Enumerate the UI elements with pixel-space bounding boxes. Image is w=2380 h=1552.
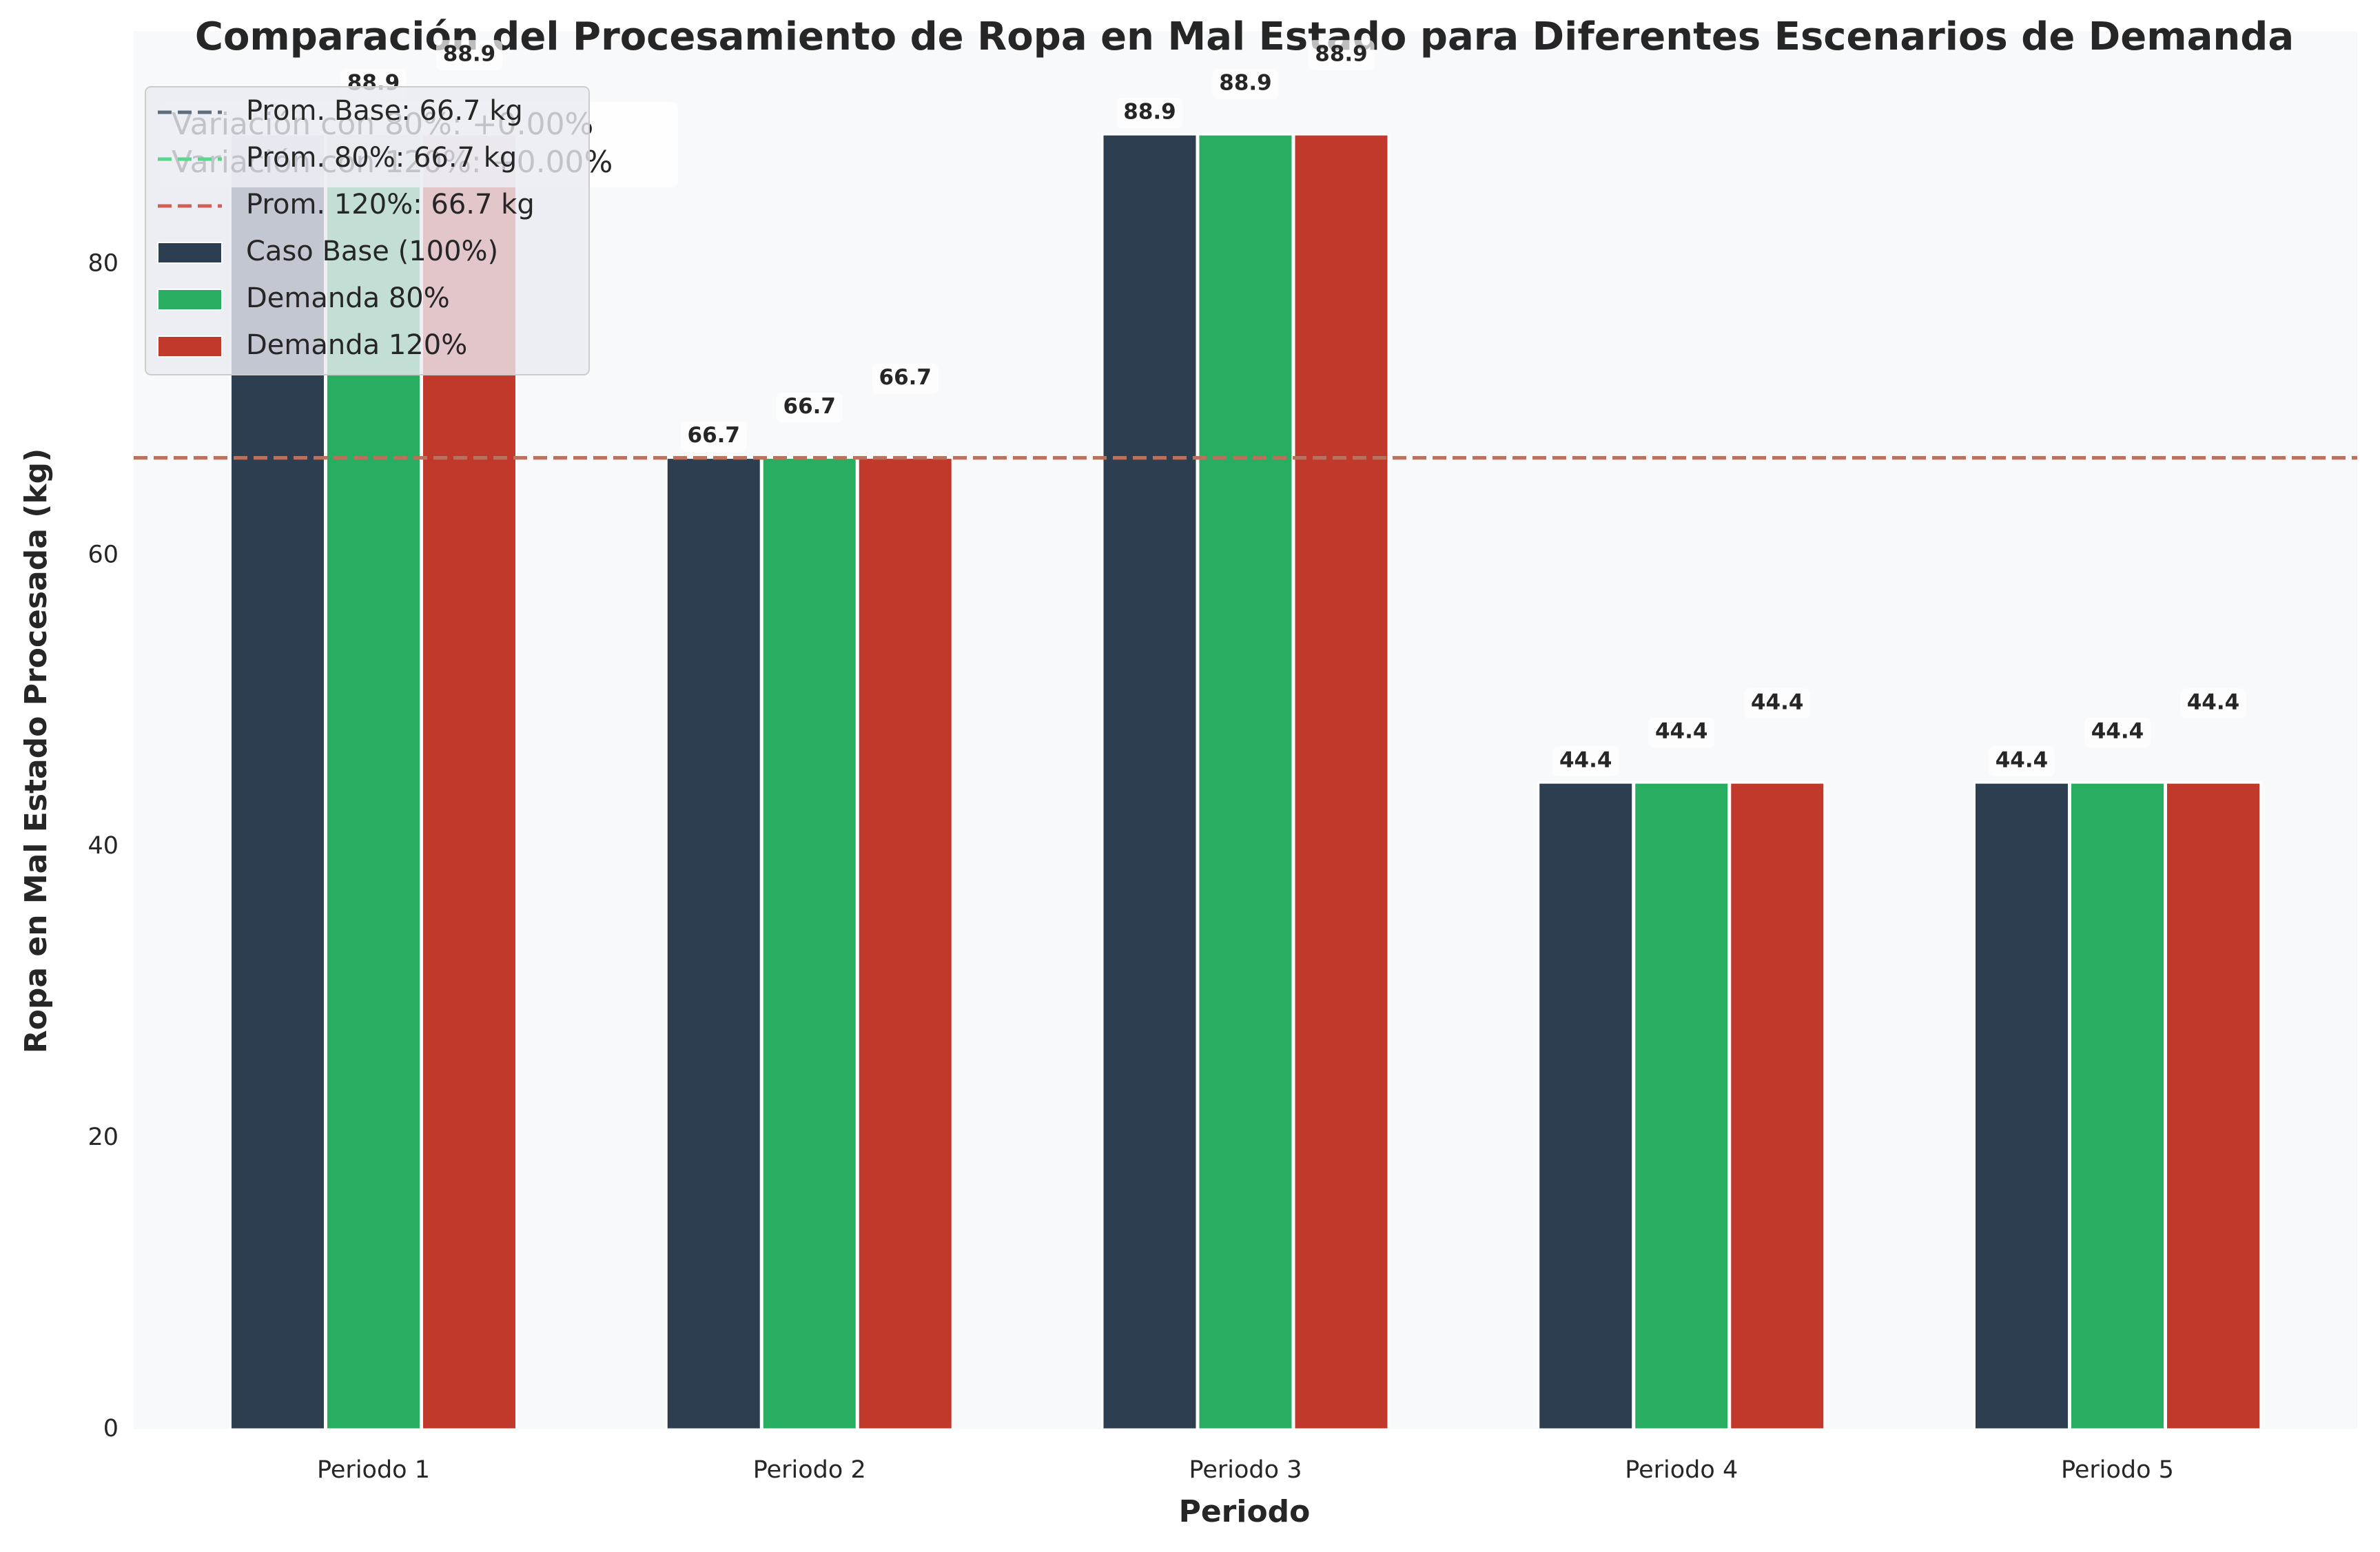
value-label: 66.7 xyxy=(783,394,837,419)
y-tick-label: 60 xyxy=(88,541,119,568)
value-label-box xyxy=(2179,688,2246,719)
legend-label: Prom. Base: 66.7 kg xyxy=(246,95,523,127)
value-label: 88.9 xyxy=(443,42,496,67)
value-label-box xyxy=(1988,746,2055,777)
x-tick-label: Periodo 2 xyxy=(753,1456,866,1484)
legend-swatch xyxy=(157,289,223,311)
legend-box xyxy=(145,86,590,375)
bar xyxy=(1197,133,1294,1431)
value-label-box xyxy=(1308,40,1375,71)
value-label-box xyxy=(680,421,747,452)
bar xyxy=(856,457,954,1431)
y-tick-label: 20 xyxy=(88,1124,119,1151)
value-label: 88.9 xyxy=(1219,71,1272,96)
bar xyxy=(761,457,858,1431)
value-label-box xyxy=(2084,717,2151,748)
value-label: 66.7 xyxy=(879,365,932,390)
value-label: 44.4 xyxy=(1996,748,2049,773)
value-label: 44.4 xyxy=(1655,719,1708,744)
value-label-box xyxy=(1648,717,1715,748)
value-label: 44.4 xyxy=(1751,690,1804,715)
legend-swatch xyxy=(157,242,223,264)
value-label-box xyxy=(1744,688,1811,719)
x-tick-label: Periodo 4 xyxy=(1625,1456,1738,1484)
bar xyxy=(1537,781,1634,1431)
value-label: 44.4 xyxy=(2091,719,2144,744)
bar xyxy=(1729,781,1826,1431)
legend-swatch xyxy=(157,335,223,358)
bar xyxy=(2069,781,2166,1431)
bar xyxy=(1293,133,1390,1431)
bar xyxy=(1633,781,1730,1431)
value-label-box xyxy=(436,40,503,71)
value-label-box xyxy=(872,363,938,394)
legend-label: Prom. 120%: 66.7 kg xyxy=(246,189,535,220)
x-axis-label: Periodo xyxy=(1179,1494,1311,1529)
bar xyxy=(665,457,762,1431)
x-tick-label: Periodo 5 xyxy=(2061,1456,2174,1484)
y-tick-label: 80 xyxy=(88,249,119,277)
bar xyxy=(2164,781,2261,1431)
bar xyxy=(1101,133,1198,1431)
y-tick-label: 0 xyxy=(103,1415,119,1442)
value-label: 88.9 xyxy=(1315,42,1368,67)
legend-label: Demanda 80% xyxy=(246,282,450,314)
value-label: 44.4 xyxy=(1559,748,1612,773)
value-label: 44.4 xyxy=(2187,690,2240,715)
legend-label: Demanda 120% xyxy=(246,329,467,361)
value-label: 88.9 xyxy=(1123,100,1176,125)
x-tick-label: Periodo 1 xyxy=(317,1456,430,1484)
y-axis-label: Ropa en Mal Estado Procesada (kg) xyxy=(19,448,54,1053)
value-label-box xyxy=(1552,746,1619,777)
chart-title: Comparación del Procesamiento de Ropa en… xyxy=(195,14,2294,59)
bar xyxy=(1973,781,2070,1431)
value-label-box xyxy=(776,392,843,423)
value-label-box xyxy=(1212,69,1279,100)
x-tick-label: Periodo 3 xyxy=(1189,1456,1302,1484)
y-tick-label: 40 xyxy=(88,832,119,860)
legend-label: Prom. 80%: 66.7 kg xyxy=(246,142,517,174)
value-label-box xyxy=(1116,98,1183,129)
legend-label: Caso Base (100%) xyxy=(246,236,498,267)
value-label: 66.7 xyxy=(688,423,741,448)
